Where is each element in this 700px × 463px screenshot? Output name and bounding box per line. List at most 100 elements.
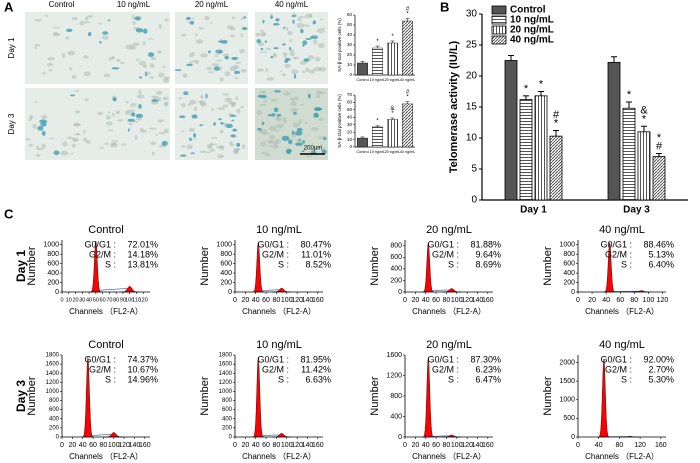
phase-value: 10.67% — [127, 364, 158, 374]
phase-value: 13.81% — [127, 259, 158, 269]
y-tick-label: 1400 — [219, 371, 233, 377]
cell — [219, 129, 224, 134]
row-label: Day 3 — [14, 380, 28, 412]
phase-value: 14.18% — [127, 249, 158, 259]
x-tick-label: 0 — [60, 297, 63, 303]
cell — [164, 18, 169, 22]
cell — [101, 35, 109, 40]
x-tick-label: 100 — [125, 297, 134, 303]
cell — [99, 146, 105, 149]
cell — [268, 141, 276, 144]
cell — [40, 121, 47, 127]
cell — [200, 101, 207, 107]
cell — [240, 17, 244, 20]
cell — [276, 116, 279, 122]
cell — [115, 58, 121, 62]
cell — [142, 28, 148, 34]
y-tick-label: 400 — [222, 416, 233, 422]
cell — [292, 56, 300, 59]
y-tick-label: 50 — [347, 107, 353, 112]
y-tick-label: 500 — [563, 415, 575, 422]
x-tick-label: Control — [356, 150, 368, 154]
cell — [104, 142, 109, 145]
x-tick-label: 140 — [129, 442, 141, 449]
cell — [241, 26, 248, 31]
cell — [135, 27, 144, 33]
cell — [133, 120, 139, 123]
cell — [259, 51, 268, 54]
cell — [294, 96, 299, 101]
cell — [155, 134, 158, 137]
y-tick-label: 0 — [349, 144, 352, 149]
cell — [68, 67, 73, 71]
y-axis-title: Number — [199, 246, 211, 285]
cell — [199, 124, 203, 127]
peak — [252, 242, 265, 293]
y-axis-title: Number — [542, 376, 554, 415]
bar — [504, 60, 518, 201]
y-axis-title: SA-β-Gal positive cells (%) — [337, 18, 342, 72]
phase-name: G0/G1 : — [84, 239, 116, 249]
cell — [188, 52, 195, 58]
cell — [287, 30, 293, 36]
cell — [136, 94, 145, 99]
cell — [260, 47, 264, 51]
cell — [35, 153, 41, 158]
y-tick-label: 1000 — [219, 389, 233, 395]
cell — [229, 141, 233, 145]
y-tick-label: 20 — [347, 52, 353, 57]
cell — [296, 127, 303, 133]
cell — [242, 144, 246, 150]
column-label: 10 ng/mL — [117, 0, 151, 9]
y-tick-label: 1600 — [386, 352, 402, 359]
y-tick-label: 1800 — [219, 353, 233, 359]
row-label: Day 1 — [7, 37, 16, 58]
x-tick-label: 30 — [79, 297, 85, 303]
cell — [310, 35, 319, 39]
cell — [314, 56, 321, 62]
y-tick-label: 800 — [220, 251, 232, 258]
bar — [622, 107, 636, 201]
s-phase — [431, 435, 449, 437]
cell — [205, 93, 208, 99]
micrograph — [255, 12, 328, 84]
cell — [261, 90, 267, 95]
x-tick-label: 120 — [291, 297, 303, 304]
x-tick-label: 90 — [120, 297, 126, 303]
cell — [300, 103, 304, 107]
cell — [135, 113, 144, 118]
phase-value: 6.47% — [475, 374, 501, 384]
cell — [163, 78, 169, 83]
cell — [224, 71, 231, 77]
cell — [198, 27, 205, 30]
x-tick-label: 20 — [72, 297, 78, 303]
bar — [402, 20, 413, 76]
phase-value: 72.01% — [127, 239, 158, 249]
cell — [206, 144, 213, 149]
y-tick-label: 0 — [56, 435, 60, 441]
x-tick-label: 20 ng/mL — [385, 150, 401, 154]
cell — [301, 150, 305, 153]
phase-name: G0/G1 : — [427, 239, 459, 249]
y-tick-label: 1500 — [559, 378, 575, 385]
phase-name: S : — [448, 259, 459, 269]
cell — [151, 95, 159, 99]
cell — [273, 47, 279, 50]
x-tick-label: 100 — [108, 442, 120, 449]
legend-label: 40 ng/mL — [510, 35, 554, 46]
phase-name: S : — [105, 259, 116, 269]
x-tick-label: 80 — [630, 297, 638, 304]
cell — [305, 38, 312, 40]
x-tick-label: 120 — [291, 442, 303, 449]
cell — [255, 32, 262, 37]
y-tick-label: 200 — [220, 279, 232, 286]
y-tick-label: 10 — [347, 62, 353, 67]
x-tick-label: 10 ng/mL — [370, 150, 386, 154]
bar — [534, 95, 548, 201]
bar — [637, 131, 651, 201]
x-tick-label: 0 — [403, 442, 407, 449]
significance-marker: * — [554, 118, 559, 130]
cell — [107, 19, 111, 22]
x-tick-label: 0 — [233, 297, 237, 304]
y-tick-label: 1000 — [43, 242, 59, 249]
